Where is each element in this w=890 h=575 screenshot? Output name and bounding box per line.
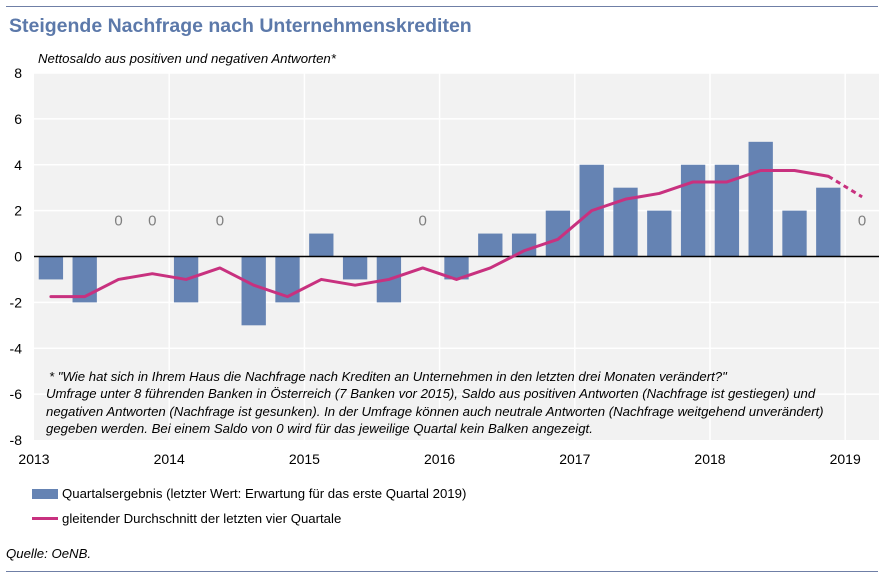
- x-tick-label: 2013: [18, 451, 49, 467]
- y-tick-label: 4: [14, 157, 22, 173]
- bar: [309, 233, 334, 257]
- chart-title: Steigende Nachfrage nach Unternehmenskre…: [9, 15, 472, 37]
- legend-bar-swatch: [32, 488, 58, 499]
- footnote: * "Wie hat sich in Ihrem Haus die Nachfr…: [46, 368, 846, 437]
- legend-bar-label: Quartalsergebnis (letzter Wert: Erwartun…: [62, 486, 467, 501]
- y-tick-label: -6: [10, 386, 23, 402]
- line-series: [49, 168, 863, 299]
- bar: [816, 187, 841, 257]
- y-tick-label: -8: [10, 432, 23, 448]
- x-tick-label: 2015: [289, 451, 320, 467]
- x-tick-label: 2019: [830, 451, 861, 467]
- gridlines: [34, 72, 879, 440]
- moving-average-forecast-segment: [827, 174, 863, 199]
- bar: [782, 210, 807, 257]
- footnote-line: negativen Antworten (Nachfrage ist gesun…: [46, 403, 824, 419]
- source-note: Quelle: OeNB.: [6, 546, 92, 561]
- legend-line-swatch: [32, 517, 58, 520]
- bar: [478, 233, 503, 257]
- bar-zero-label: 0: [216, 213, 224, 230]
- legend-line-label: gleitender Durchschnitt der letzten vier…: [62, 511, 342, 526]
- footnote-line: * "Wie hat sich in Ihrem Haus die Nachfr…: [49, 369, 727, 384]
- x-axis-ticks: 2013 2014 2015 2016 2017 2018 2019: [18, 451, 861, 467]
- x-tick-label: 2016: [424, 451, 455, 467]
- y-tick-label: 0: [14, 249, 22, 265]
- x-tick-label: 2018: [694, 451, 725, 467]
- bar: [444, 256, 469, 280]
- bar-zero-label: 0: [148, 213, 156, 230]
- y-tick-label: 8: [14, 65, 22, 81]
- bar: [241, 256, 266, 326]
- zero-value-labels: 0 0 0 0 0: [114, 213, 866, 230]
- y-tick-label: 6: [14, 111, 22, 127]
- bar: [647, 210, 672, 257]
- y-tick-label: -4: [10, 340, 23, 356]
- bottom-rule: [6, 571, 878, 572]
- top-rule: [6, 6, 878, 7]
- y-axis-ticks: 8 6 4 2 0 -2 -4 -6 -8: [10, 65, 23, 448]
- bar: [342, 256, 368, 280]
- bar: [72, 256, 97, 303]
- moving-average-line: [49, 168, 830, 299]
- x-tick-label: 2017: [559, 451, 590, 467]
- y-tick-label: -2: [10, 294, 23, 310]
- bar-zero-label: 0: [114, 213, 122, 230]
- x-tick-label: 2014: [154, 451, 185, 467]
- bar: [38, 256, 64, 280]
- bar: [511, 233, 537, 257]
- bar-series: [38, 141, 841, 326]
- bar: [748, 141, 773, 257]
- chart-subtitle: Nettosaldo aus positiven und negativen A…: [38, 51, 336, 66]
- footnote-line: Umfrage unter 8 führenden Banken in Öste…: [46, 386, 816, 402]
- legend-item-line: gleitender Durchschnitt der letzten vier…: [32, 511, 341, 526]
- bar-zero-label: 0: [419, 213, 427, 230]
- legend-item-bar: Quartalsergebnis (letzter Wert: Erwartun…: [32, 486, 466, 501]
- footnote-line: gegeben werden. Bei einem Saldo von 0 wi…: [46, 420, 593, 436]
- y-tick-label: 2: [14, 203, 22, 219]
- bar-zero-label: 0: [858, 213, 866, 230]
- bar: [680, 164, 706, 257]
